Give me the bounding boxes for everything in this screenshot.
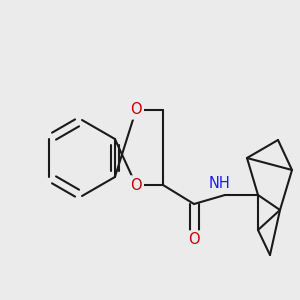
Text: O: O <box>130 178 142 193</box>
Text: O: O <box>130 103 142 118</box>
Text: NH: NH <box>209 176 231 190</box>
Text: O: O <box>188 232 200 247</box>
